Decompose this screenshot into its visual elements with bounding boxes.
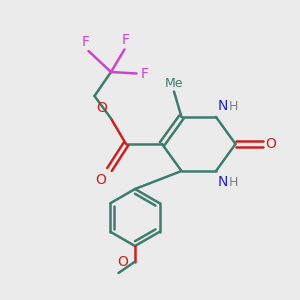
- Text: H: H: [229, 100, 238, 113]
- Text: O: O: [97, 101, 107, 115]
- Text: H: H: [229, 176, 238, 188]
- Text: O: O: [265, 137, 276, 151]
- Text: F: F: [122, 33, 130, 47]
- Text: F: F: [141, 67, 149, 80]
- Text: N: N: [218, 99, 228, 113]
- Text: O: O: [95, 173, 106, 187]
- Text: O: O: [118, 255, 128, 268]
- Text: N: N: [218, 175, 228, 189]
- Text: Me: Me: [165, 77, 183, 90]
- Text: F: F: [82, 34, 89, 49]
